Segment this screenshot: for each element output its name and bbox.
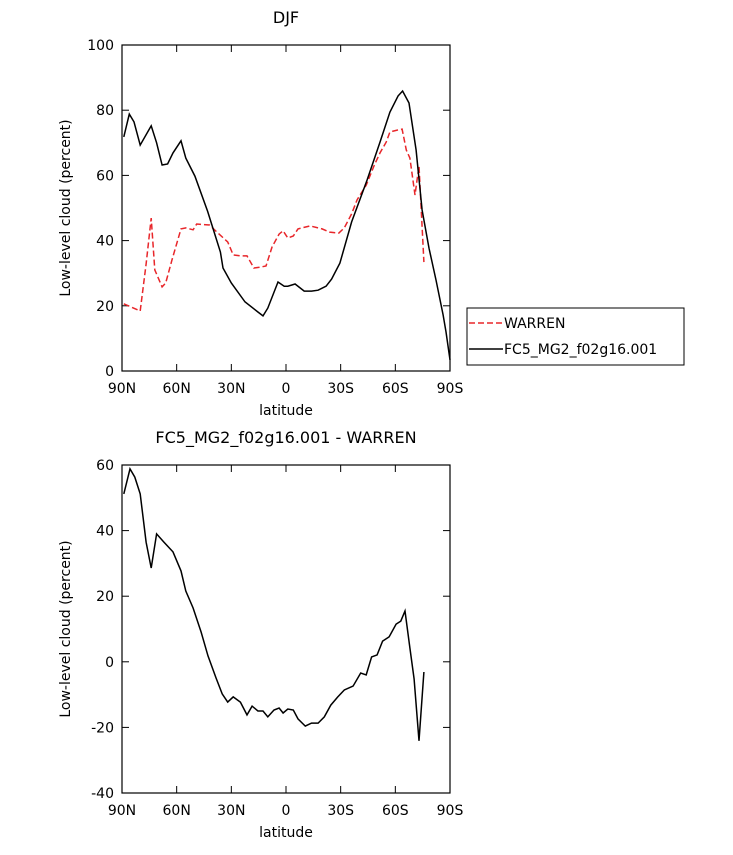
y-tick-label: 20 <box>96 589 114 605</box>
x-tick-label: 90N <box>108 381 136 397</box>
x-axis-label: latitude <box>259 825 313 841</box>
x-tick-label: 60S <box>382 803 409 819</box>
y-axis-label: Low-level cloud (percent) <box>58 540 74 717</box>
legend-label: WARREN <box>504 316 565 332</box>
y-tick-label: 40 <box>96 524 114 540</box>
x-axis-label: latitude <box>259 403 313 419</box>
x-tick-label: 30N <box>217 803 245 819</box>
y-tick-label: 0 <box>105 364 114 380</box>
x-tick-label: 60S <box>382 381 409 397</box>
x-tick-label: 90S <box>437 381 464 397</box>
y-tick-label: 0 <box>105 655 114 671</box>
y-tick-label: -20 <box>91 720 114 736</box>
y-tick-label: 60 <box>96 168 114 184</box>
x-tick-label: 30N <box>217 381 245 397</box>
y-tick-label: 40 <box>96 234 114 250</box>
chart-title: FC5_MG2_f02g16.001 - WARREN <box>155 428 416 448</box>
plot-frame <box>121 464 451 794</box>
y-tick-label: 20 <box>96 299 114 315</box>
y-tick-label: 100 <box>87 38 114 54</box>
x-tick-label: 90N <box>108 803 136 819</box>
data-line <box>123 89 451 361</box>
x-tick-label: 90S <box>437 803 464 819</box>
x-tick-label: 0 <box>282 803 291 819</box>
chart-title: DJF <box>273 8 299 27</box>
data-line <box>123 128 425 313</box>
x-tick-label: 60N <box>163 381 191 397</box>
legend-label: FC5_MG2_f02g16.001 <box>504 342 657 358</box>
x-tick-label: 0 <box>282 381 291 397</box>
y-tick-label: 80 <box>96 103 114 119</box>
x-tick-label: 30S <box>327 803 354 819</box>
x-tick-label: 30S <box>327 381 354 397</box>
data-line <box>123 466 425 741</box>
y-tick-label: -40 <box>91 786 114 802</box>
legend-box <box>466 307 685 366</box>
y-tick-label: 60 <box>96 458 114 474</box>
y-axis-label: Low-level cloud (percent) <box>58 119 74 296</box>
x-tick-label: 60N <box>163 803 191 819</box>
